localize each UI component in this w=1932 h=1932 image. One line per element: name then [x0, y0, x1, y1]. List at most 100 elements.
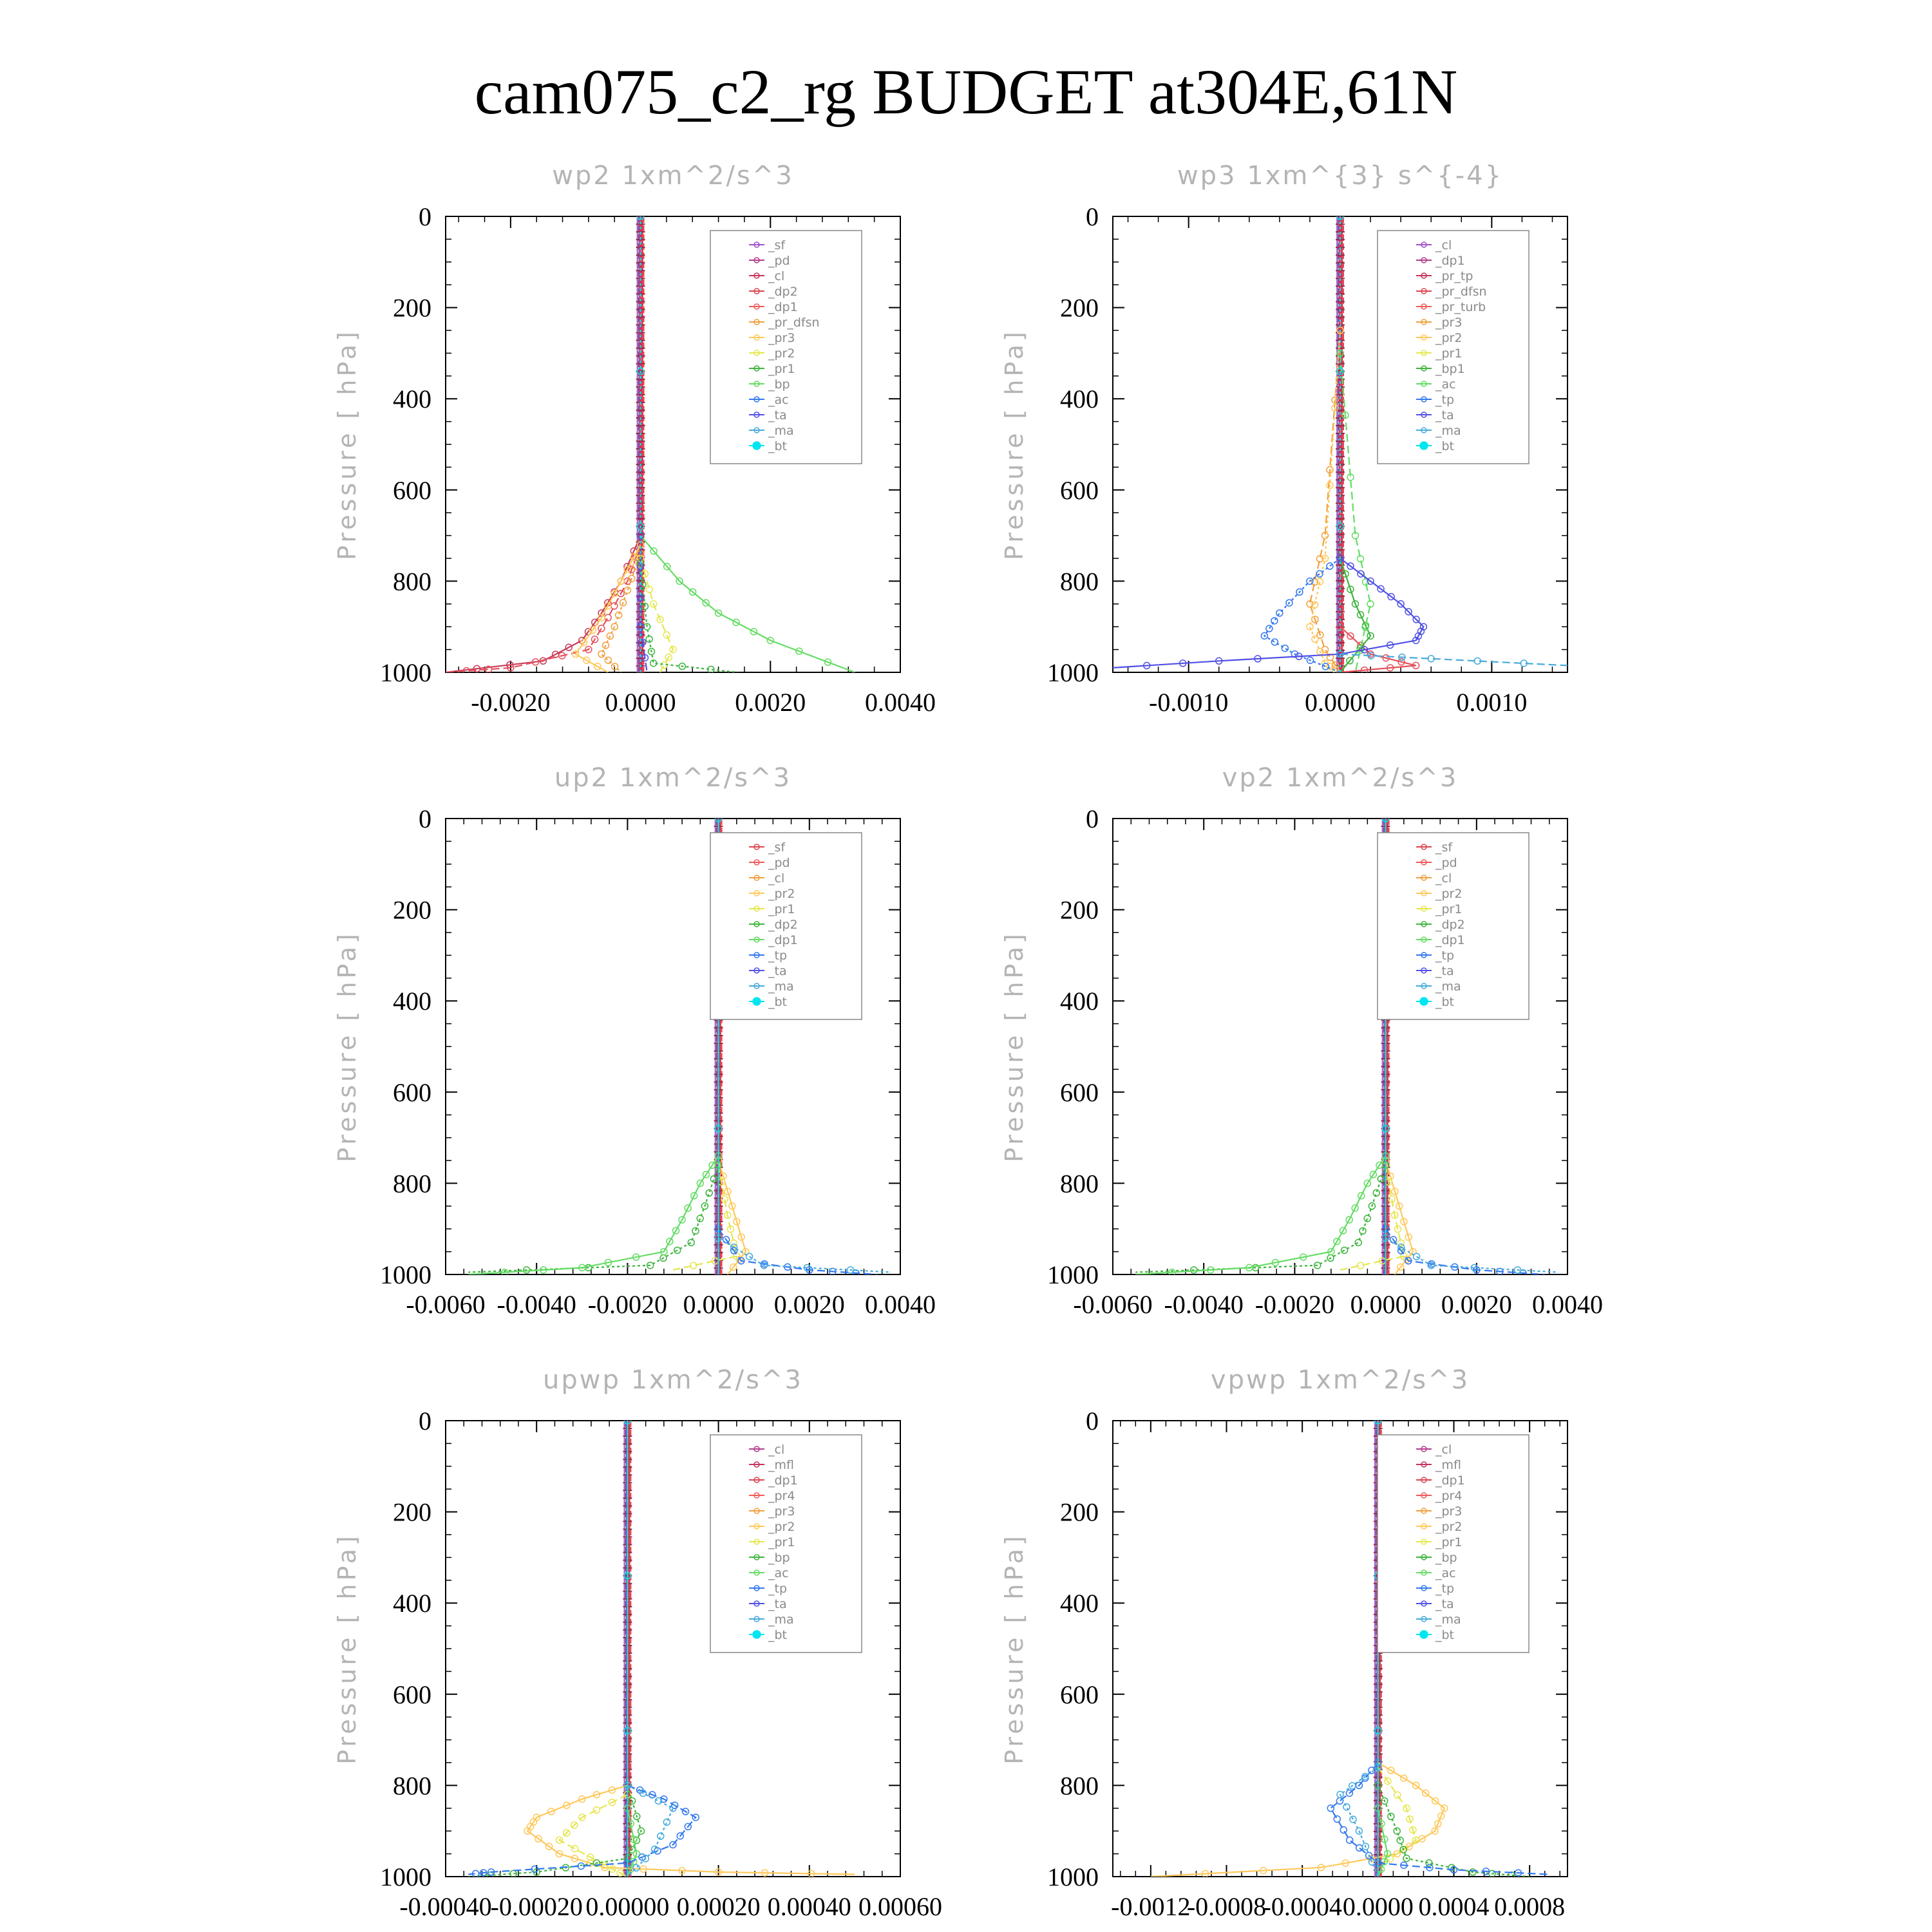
series-point — [1311, 601, 1319, 609]
series-point — [1361, 1842, 1370, 1851]
legend-label: _pr1 — [1435, 346, 1462, 361]
x-tick-label: -0.0012 — [1111, 1892, 1190, 1921]
legend-marker — [1421, 983, 1427, 989]
x-tick-label: -0.0060 — [406, 1290, 485, 1319]
series-point — [710, 1175, 718, 1183]
series-point — [1391, 1188, 1399, 1195]
series-point — [1365, 1852, 1373, 1860]
series-point — [571, 1855, 579, 1862]
series-point — [1276, 609, 1283, 617]
series-point — [750, 628, 758, 636]
series-point — [663, 562, 671, 571]
x-tick-label: -0.0010 — [1149, 688, 1228, 717]
series-point — [1361, 578, 1370, 586]
y-tick-label: 1000 — [380, 658, 431, 687]
series-point — [1405, 1257, 1412, 1265]
series-point — [586, 1853, 594, 1861]
series-point — [663, 631, 671, 639]
series-line — [468, 1155, 719, 1274]
series-point — [690, 1191, 698, 1200]
series-point — [728, 1202, 736, 1210]
series-point — [1363, 1179, 1372, 1188]
legend-marker — [1421, 1523, 1427, 1530]
legend-marker — [753, 1585, 760, 1591]
series-point — [1448, 1864, 1455, 1871]
series-point — [654, 1797, 663, 1805]
series-point — [1473, 1266, 1481, 1274]
y-tick-label: 200 — [393, 294, 431, 323]
series-point — [684, 1204, 692, 1212]
legend-label: _ma — [768, 980, 794, 994]
legend-label: _pr2 — [1435, 331, 1462, 345]
series-point — [1271, 638, 1279, 646]
series-point — [524, 1827, 531, 1835]
series-point — [1387, 1766, 1395, 1774]
legend-marker — [753, 1539, 760, 1545]
series-point — [1368, 1766, 1376, 1774]
series-point — [608, 1798, 616, 1806]
series-point — [608, 1786, 616, 1794]
plot-area — [1113, 216, 1567, 672]
series-point — [1358, 1191, 1365, 1200]
legend-marker — [752, 997, 761, 1006]
series-point — [666, 1237, 674, 1245]
series-point — [676, 577, 683, 585]
series-point — [558, 652, 566, 659]
legend-marker — [1421, 844, 1427, 850]
legend-label: _ta — [1435, 1597, 1454, 1611]
legend-marker — [1419, 997, 1428, 1006]
series-point — [678, 1216, 686, 1224]
legend-label: _pr3 — [1435, 316, 1462, 330]
series-point — [471, 1870, 480, 1877]
series-point — [1381, 819, 1390, 822]
series-point — [846, 1266, 855, 1274]
legend-label: _sf — [768, 840, 786, 855]
series-point — [592, 1806, 601, 1814]
series-point — [616, 1869, 624, 1877]
series-point — [714, 819, 723, 822]
legend-marker — [1421, 303, 1427, 310]
y-tick-label: 0 — [419, 1406, 431, 1435]
series-point — [577, 1862, 585, 1870]
series-point — [1426, 1864, 1434, 1871]
legend-label: _pr_tp — [1435, 269, 1473, 283]
series-point — [1361, 1772, 1369, 1781]
series-point — [701, 1202, 709, 1210]
series-point — [641, 602, 649, 611]
legend-label: _ta — [1435, 408, 1454, 422]
y-axis-label: Pressure [ hPa] — [1000, 931, 1028, 1162]
legend-marker — [1421, 1569, 1427, 1576]
series-point — [545, 1842, 553, 1851]
legend-marker — [1421, 952, 1427, 958]
legend-marker — [753, 1461, 760, 1468]
series-point — [1450, 1866, 1458, 1874]
series-point — [1347, 632, 1354, 640]
series-point — [705, 1189, 713, 1197]
legend-label: _tp — [1435, 393, 1454, 407]
series-point — [1215, 657, 1223, 665]
series-point — [1496, 1267, 1504, 1274]
series-point — [1296, 588, 1303, 596]
series-point — [1405, 608, 1412, 616]
series-point — [1369, 1171, 1378, 1179]
series-point — [639, 638, 647, 647]
series-point — [639, 1789, 647, 1797]
series-line — [1340, 626, 1416, 672]
series-point — [1394, 1791, 1401, 1799]
series-point — [1425, 1859, 1433, 1867]
series-point — [730, 1244, 738, 1251]
y-tick-label: 600 — [393, 1078, 431, 1107]
series-point — [1412, 661, 1420, 670]
y-tick-label: 1000 — [380, 1260, 431, 1289]
y-tick-label: 400 — [1060, 1589, 1099, 1618]
chart-panel-2: wp3 1xm^{3} s^{-4} Pressure [ hPa] 0 200 400… — [1000, 161, 1568, 717]
legend-marker — [753, 1554, 760, 1560]
series-point — [638, 1853, 646, 1861]
y-tick-label: 0 — [419, 804, 431, 833]
series-point — [1396, 1202, 1403, 1210]
plot-area — [468, 1421, 855, 1877]
legend-marker — [1421, 288, 1427, 294]
series-point — [760, 1262, 768, 1269]
series-point — [645, 635, 653, 643]
series-point — [1412, 616, 1420, 623]
